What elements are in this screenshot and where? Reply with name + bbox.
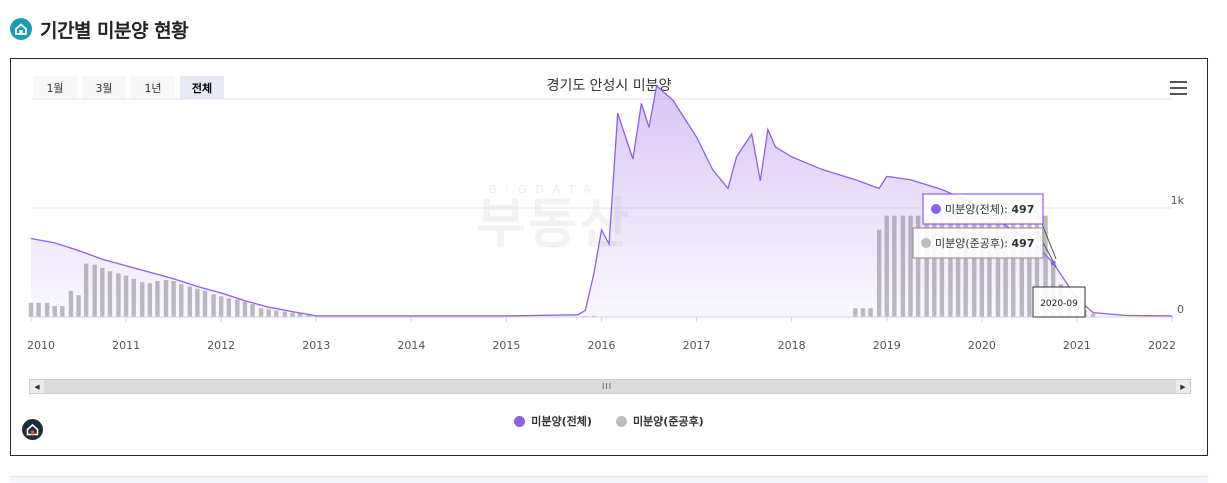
- y-tick-label-0: 0: [1177, 303, 1184, 316]
- x-tick-label-2022: 2022: [1148, 339, 1176, 352]
- range-button-all[interactable]: 전체: [180, 76, 224, 99]
- navigator-scrollbar[interactable]: ◀ III ▶: [29, 379, 1191, 394]
- chart-title: 경기도 안성시 미분양: [546, 78, 672, 94]
- tooltip-value-0: 497: [1011, 203, 1034, 216]
- chart-panel: 1월 3월 1년 전체 경기도 안성시 미분양 BIGDATA 부동산 0 1k 2…: [10, 58, 1208, 456]
- hover-point-marker: [1050, 260, 1056, 266]
- brand-logo-icon[interactable]: [22, 419, 43, 440]
- y-tick-label-1: 1k: [1171, 194, 1185, 207]
- x-tick-label-2011: 2011: [112, 339, 140, 352]
- scroll-grip-icon[interactable]: III: [602, 382, 613, 391]
- tooltip-dot-0: [931, 204, 941, 214]
- legend-item-completed[interactable]: 미분양(준공후): [615, 413, 704, 429]
- tooltip-value-1: 497: [1012, 237, 1035, 250]
- x-tick-label-2013: 2013: [302, 339, 330, 352]
- tooltip-box-0: [922, 193, 1044, 225]
- legend-label-total: 미분양(전체): [531, 415, 592, 428]
- legend-label-completed: 미분양(준공후): [632, 415, 704, 428]
- scroll-right-arrow-icon[interactable]: ▶: [1176, 380, 1190, 393]
- x-tick-label-2020: 2020: [968, 339, 996, 352]
- range-button-3m[interactable]: 3월: [82, 76, 126, 99]
- legend-dot-total: [514, 415, 526, 427]
- bar-completed[interactable]: [28, 302, 34, 317]
- tooltip-date-label: 2020-09: [1040, 299, 1078, 309]
- home-icon: [10, 18, 32, 40]
- x-tick-label-2015: 2015: [492, 339, 520, 352]
- x-tick-label-2014: 2014: [397, 339, 425, 352]
- range-selector: 1월 3월 1년 전체: [33, 76, 224, 99]
- x-tick-label-2021: 2021: [1063, 339, 1091, 352]
- legend-item-total[interactable]: 미분양(전체): [514, 413, 592, 429]
- legend-dot-completed: [615, 415, 627, 427]
- tooltip-label-1: 미분양(준공후): 497: [935, 237, 1034, 250]
- area-fill-total: [31, 85, 1172, 318]
- tooltip-date-box: [1032, 286, 1086, 318]
- x-tick-label-2017: 2017: [683, 339, 711, 352]
- watermark-subtext: BIGDATA: [489, 183, 600, 196]
- page-title: 기간별 미분양 현황: [40, 19, 189, 42]
- hamburger-menu-icon[interactable]: [1170, 81, 1187, 95]
- x-tick-label-2018: 2018: [778, 339, 806, 352]
- x-tick-label-2012: 2012: [207, 339, 235, 352]
- bottom-strip: [10, 476, 1208, 483]
- x-tick-label-2019: 2019: [873, 339, 901, 352]
- page-header: 기간별 미분양 현황: [10, 14, 189, 44]
- x-tick-label-2016: 2016: [588, 339, 616, 352]
- range-button-1y[interactable]: 1년: [131, 76, 175, 99]
- x-tick-label-2010: 2010: [27, 339, 55, 352]
- chart-plot[interactable]: 0 1k 2010 2011 2012 2013 2014 2015 2016 2017 2018 2…: [11, 59, 1207, 379]
- tooltip-label-0: 미분양(전체): 497: [945, 203, 1034, 216]
- tooltip-box-1: [912, 227, 1044, 259]
- tooltip-dot-1: [921, 238, 931, 248]
- range-button-1m[interactable]: 1월: [33, 76, 77, 99]
- scroll-left-arrow-icon[interactable]: ◀: [30, 380, 44, 393]
- chart-legend: 미분양(전체) 미분양(준공후): [11, 413, 1207, 429]
